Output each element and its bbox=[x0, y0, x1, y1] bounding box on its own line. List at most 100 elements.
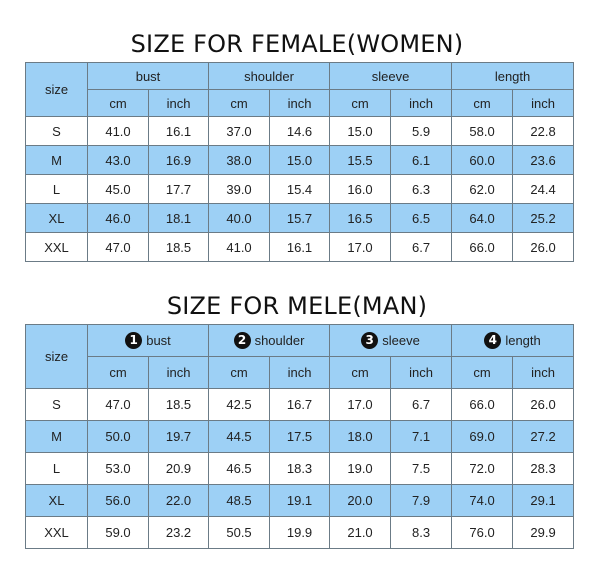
group-header-label: shoulder bbox=[244, 69, 294, 85]
unit-header-inch: inch bbox=[269, 89, 331, 117]
value-cell: 69.0 bbox=[451, 420, 514, 453]
unit-header-cm: cm bbox=[87, 356, 149, 389]
value-cell: 23.2 bbox=[147, 516, 210, 549]
number-circle-icon: 1 bbox=[125, 332, 143, 350]
size-cell: XL bbox=[25, 203, 88, 233]
value-cell: 22.0 bbox=[147, 484, 210, 517]
value-cell: 18.0 bbox=[329, 420, 392, 453]
value-cell: 53.0 bbox=[87, 452, 149, 485]
value-cell: 26.0 bbox=[512, 232, 575, 262]
value-cell: 46.5 bbox=[208, 452, 271, 485]
value-cell: 17.0 bbox=[329, 388, 392, 421]
size-cell: XXL bbox=[25, 232, 88, 262]
number-circle-icon: 4 bbox=[484, 332, 502, 350]
size-cell: L bbox=[25, 452, 88, 485]
table-row: S 47.0 18.5 42.5 16.7 17.0 6.7 66.0 26.0 bbox=[25, 388, 575, 421]
header-row-groups: size bust shoulder sleeve length bbox=[25, 62, 575, 117]
value-cell: 56.0 bbox=[87, 484, 149, 517]
value-cell: 24.4 bbox=[512, 174, 575, 204]
size-cell: S bbox=[25, 388, 88, 421]
size-cell: S bbox=[25, 116, 88, 146]
value-cell: 62.0 bbox=[451, 174, 514, 204]
value-cell: 16.5 bbox=[329, 203, 392, 233]
value-cell: 59.0 bbox=[87, 516, 149, 549]
value-cell: 19.1 bbox=[269, 484, 331, 517]
value-cell: 16.1 bbox=[269, 232, 331, 262]
value-cell: 72.0 bbox=[451, 452, 514, 485]
value-cell: 26.0 bbox=[512, 388, 575, 421]
value-cell: 16.1 bbox=[147, 116, 210, 146]
male-size-title: SIZE FOR MELE(MAN) bbox=[166, 292, 428, 320]
value-cell: 17.0 bbox=[329, 232, 392, 262]
table-row: S 41.0 16.1 37.0 14.6 15.0 5.9 58.0 22.8 bbox=[25, 116, 575, 146]
value-cell: 38.0 bbox=[208, 145, 271, 175]
group-header-bust: 1 bust bbox=[86, 324, 210, 357]
value-cell: 19.0 bbox=[329, 452, 392, 485]
table-row: XL 56.0 22.0 48.5 19.1 20.0 7.9 74.0 29.1 bbox=[25, 484, 575, 517]
group-header-sleeve: sleeve bbox=[329, 62, 453, 90]
unit-header-inch: inch bbox=[512, 89, 575, 117]
value-cell: 27.2 bbox=[512, 420, 575, 453]
value-cell: 58.0 bbox=[451, 116, 514, 146]
unit-header-inch: inch bbox=[147, 89, 210, 117]
group-header-label: length bbox=[505, 333, 541, 349]
value-cell: 50.5 bbox=[208, 516, 271, 549]
size-header-cell: size bbox=[25, 324, 88, 389]
value-cell: 66.0 bbox=[451, 388, 514, 421]
unit-header-inch: inch bbox=[147, 356, 210, 389]
value-cell: 6.1 bbox=[390, 145, 453, 175]
value-cell: 6.3 bbox=[390, 174, 453, 204]
value-cell: 47.0 bbox=[87, 232, 149, 262]
value-cell: 5.9 bbox=[390, 116, 453, 146]
group-header-label: shoulder bbox=[254, 333, 305, 349]
value-cell: 44.5 bbox=[208, 420, 271, 453]
value-cell: 19.9 bbox=[269, 516, 331, 549]
size-cell: M bbox=[25, 145, 88, 175]
unit-header-inch: inch bbox=[512, 356, 575, 389]
value-cell: 18.3 bbox=[269, 452, 331, 485]
value-cell: 16.9 bbox=[147, 145, 210, 175]
unit-header-cm: cm bbox=[87, 89, 149, 117]
unit-header-cm: cm bbox=[208, 89, 271, 117]
value-cell: 46.0 bbox=[87, 203, 149, 233]
unit-header-inch: inch bbox=[269, 356, 331, 389]
value-cell: 18.5 bbox=[147, 232, 210, 262]
unit-header-inch: inch bbox=[390, 356, 453, 389]
value-cell: 25.2 bbox=[512, 203, 575, 233]
value-cell: 7.1 bbox=[390, 420, 453, 453]
value-cell: 18.1 bbox=[147, 203, 210, 233]
value-cell: 40.0 bbox=[208, 203, 271, 233]
group-header-label: length bbox=[494, 69, 531, 85]
group-header-label: bust bbox=[135, 69, 161, 85]
size-cell: XXL bbox=[25, 516, 88, 549]
female-size-title: SIZE FOR FEMALE(WOMEN) bbox=[130, 30, 464, 58]
size-header-cell: size bbox=[25, 62, 88, 117]
size-cell: L bbox=[25, 174, 88, 204]
value-cell: 18.5 bbox=[147, 388, 210, 421]
value-cell: 14.6 bbox=[269, 116, 331, 146]
value-cell: 8.3 bbox=[390, 516, 453, 549]
value-cell: 41.0 bbox=[87, 116, 149, 146]
header-row-units: cm inch cm inch cm inch cm inch bbox=[26, 356, 575, 389]
value-cell: 16.0 bbox=[329, 174, 392, 204]
value-cell: 21.0 bbox=[329, 516, 392, 549]
unit-header-cm: cm bbox=[208, 356, 271, 389]
value-cell: 22.8 bbox=[512, 116, 575, 146]
header-row-units: cm inch cm inch cm inch cm inch bbox=[26, 89, 575, 117]
group-header-length: length bbox=[451, 62, 575, 90]
value-cell: 6.7 bbox=[390, 388, 453, 421]
value-cell: 6.7 bbox=[390, 232, 453, 262]
group-header-shoulder: shoulder bbox=[208, 62, 331, 90]
header-row-groups: size 1 bust 2 shoulder 3 sleeve 4 length bbox=[25, 324, 575, 389]
table-row: XXL 59.0 23.2 50.5 19.9 21.0 8.3 76.0 29.9 bbox=[25, 516, 575, 549]
value-cell: 7.9 bbox=[390, 484, 453, 517]
size-cell: XL bbox=[25, 484, 88, 517]
group-header-bust: bust bbox=[86, 62, 210, 90]
value-cell: 15.7 bbox=[269, 203, 331, 233]
table-row: L 53.0 20.9 46.5 18.3 19.0 7.5 72.0 28.3 bbox=[25, 452, 575, 485]
value-cell: 20.9 bbox=[147, 452, 210, 485]
group-header-sleeve: 3 sleeve bbox=[329, 324, 453, 357]
number-circle-icon: 3 bbox=[361, 332, 379, 350]
table-row: M 43.0 16.9 38.0 15.0 15.5 6.1 60.0 23.6 bbox=[25, 145, 575, 175]
group-header-label: sleeve bbox=[382, 333, 420, 349]
